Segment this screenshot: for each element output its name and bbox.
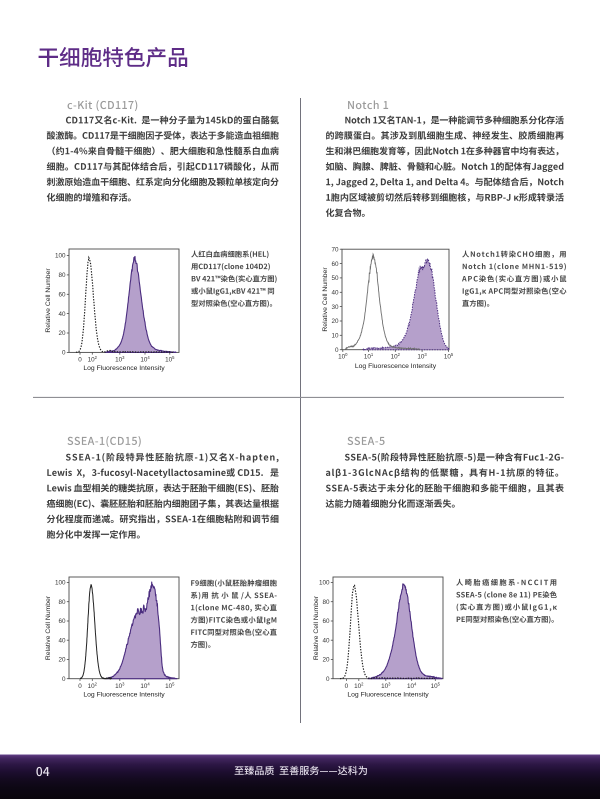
svg-text:103: 103: [417, 352, 427, 360]
svg-text:101: 101: [364, 352, 374, 360]
svg-text:102: 102: [354, 681, 364, 689]
svg-text:20: 20: [58, 657, 66, 664]
svg-text:0: 0: [335, 347, 339, 354]
svg-text:102: 102: [88, 681, 98, 689]
svg-text:80: 80: [58, 272, 66, 279]
svg-text:60: 60: [322, 618, 330, 625]
svg-text:40: 40: [58, 637, 66, 644]
svg-text:105: 105: [165, 681, 175, 689]
svg-text:102: 102: [88, 355, 98, 363]
svg-text:0: 0: [345, 683, 349, 690]
svg-text:103: 103: [115, 355, 125, 363]
svg-text:50: 50: [331, 275, 339, 282]
svg-text:Relative Cell Number: Relative Cell Number: [45, 595, 52, 660]
svg-text:40: 40: [322, 637, 330, 644]
svg-text:20: 20: [322, 657, 330, 664]
svg-text:Relative Cell Number: Relative Cell Number: [322, 267, 329, 332]
svg-text:30: 30: [331, 304, 339, 311]
svg-text:0: 0: [78, 357, 82, 364]
svg-text:102: 102: [391, 352, 401, 360]
svg-text:105: 105: [444, 352, 454, 360]
svg-text:100: 100: [338, 352, 348, 360]
svg-text:100: 100: [55, 580, 66, 587]
svg-text:104: 104: [140, 681, 150, 689]
svg-text:0: 0: [326, 676, 330, 683]
svg-text:105: 105: [431, 681, 441, 689]
svg-text:20: 20: [331, 318, 339, 325]
svg-text:80: 80: [322, 599, 330, 606]
svg-text:70: 70: [331, 246, 339, 253]
svg-text:105: 105: [165, 355, 175, 363]
svg-text:40: 40: [331, 290, 339, 297]
svg-text:100: 100: [319, 580, 330, 587]
svg-text:104: 104: [407, 681, 417, 689]
svg-text:10: 10: [331, 333, 339, 340]
svg-text:100: 100: [55, 253, 66, 260]
svg-text:Log Fluorescence Intensity: Log Fluorescence Intensity: [347, 692, 429, 699]
svg-text:Log Fluorescence Intensity: Log Fluorescence Intensity: [83, 365, 165, 372]
svg-text:Relative Cell Number: Relative Cell Number: [313, 595, 320, 660]
svg-text:80: 80: [58, 599, 66, 606]
svg-text:Log Fluorescence Intensity: Log Fluorescence Intensity: [83, 692, 165, 699]
svg-text:103: 103: [381, 681, 391, 689]
svg-text:40: 40: [58, 311, 66, 318]
svg-text:0: 0: [62, 676, 66, 683]
svg-text:60: 60: [58, 292, 66, 299]
svg-text:60: 60: [58, 618, 66, 625]
svg-text:104: 104: [140, 355, 150, 363]
svg-text:Log Fluorescence Intensity: Log Fluorescence Intensity: [355, 363, 437, 370]
svg-text:60: 60: [331, 261, 339, 268]
svg-text:0: 0: [62, 350, 66, 357]
svg-text:0: 0: [78, 683, 82, 690]
svg-text:Relative Cell Number: Relative Cell Number: [45, 268, 52, 333]
svg-text:20: 20: [58, 330, 66, 337]
svg-text:103: 103: [115, 681, 125, 689]
